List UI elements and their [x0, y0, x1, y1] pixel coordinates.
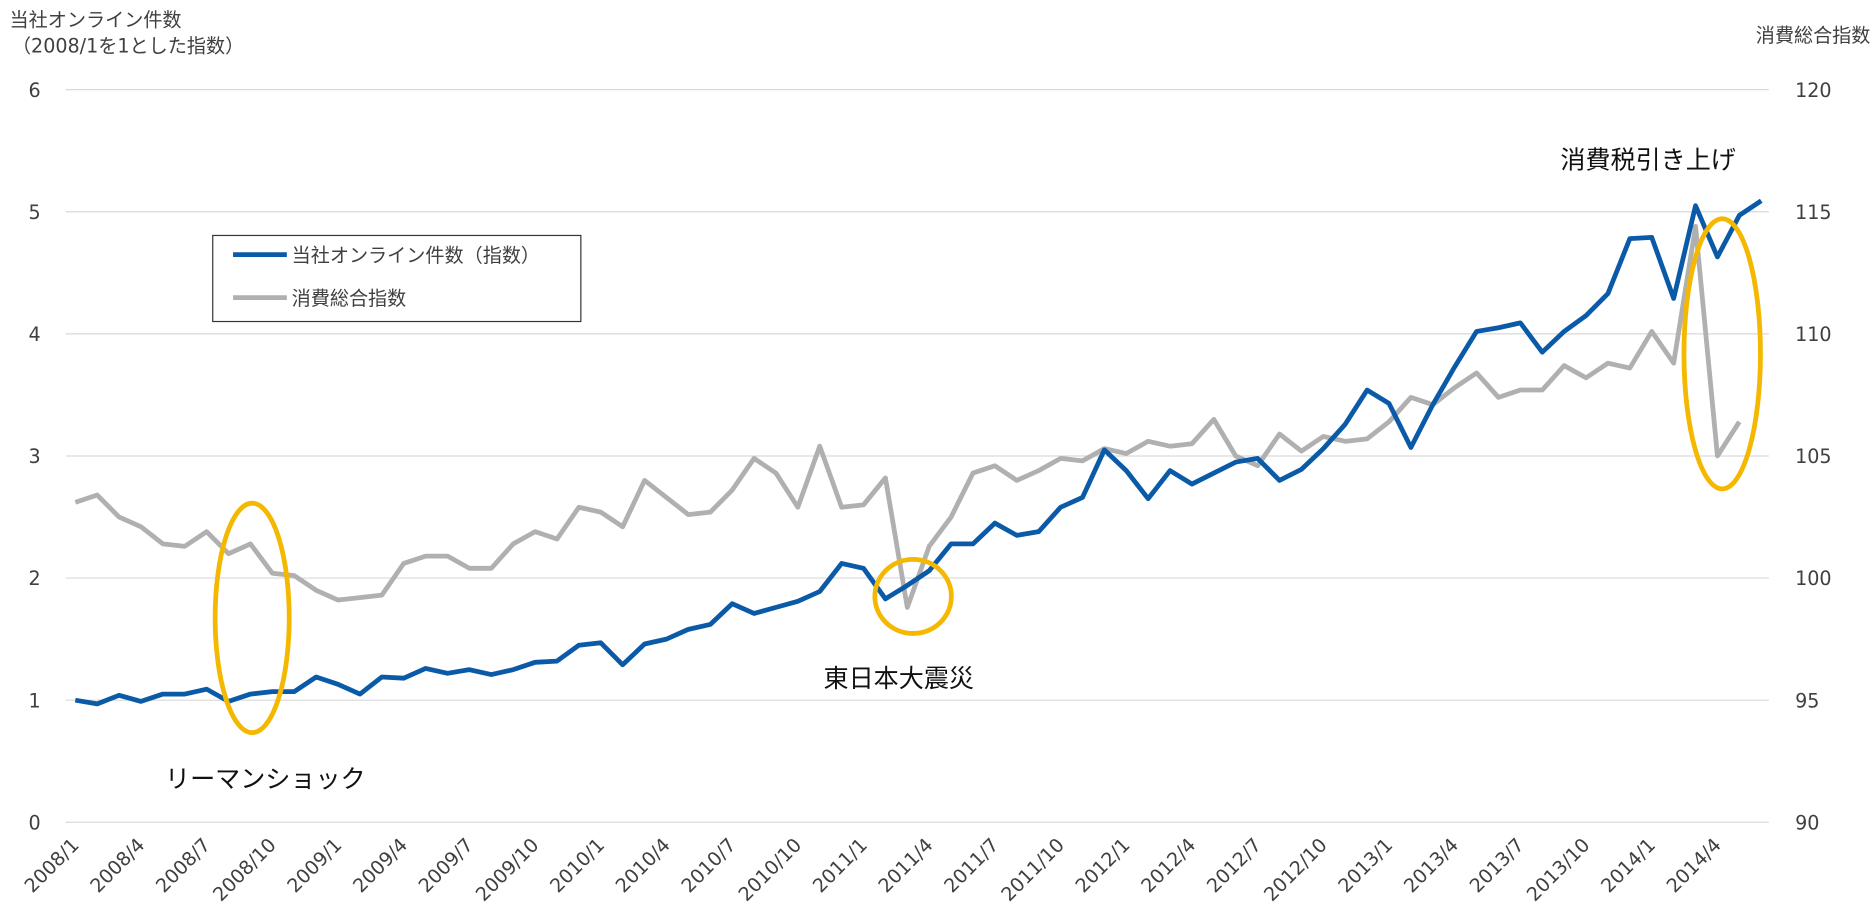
series-line — [74, 224, 1742, 610]
y-tick-label: 5 — [28, 201, 40, 224]
highlight-ellipse — [212, 500, 292, 736]
y-tick-label: 4 — [28, 323, 40, 346]
y-tick-label: 3 — [28, 445, 40, 468]
x-tick-label: 2009/7 — [414, 833, 478, 897]
y2-tick-label: 95 — [1795, 689, 1819, 712]
annotation: リーマンショック — [165, 765, 366, 794]
x-tick-label: 2013/7 — [1465, 833, 1529, 897]
y2-tick-label: 110 — [1795, 323, 1831, 346]
x-tick-label: 2010/4 — [611, 833, 675, 897]
x-tick-label: 2008/1 — [20, 833, 84, 897]
x-tick-label: 2011/7 — [939, 833, 1003, 897]
annotation: 東日本大震災 — [824, 664, 974, 693]
y-tick-label: 0 — [28, 811, 40, 834]
x-tick-label: 2014/4 — [1662, 833, 1726, 897]
x-tick-label: 2010/7 — [677, 833, 741, 897]
x-tick-label: 2013/10 — [1522, 833, 1594, 905]
legend-label: 消費総合指数 — [292, 287, 407, 310]
y-tick-label: 2 — [28, 567, 40, 590]
x-tick-label: 2011/1 — [808, 833, 872, 897]
legend-label: 当社オンライン件数（指数） — [292, 244, 540, 267]
x-tick-label: 2009/4 — [348, 833, 412, 897]
y2-tick-label: 90 — [1795, 811, 1819, 834]
x-tick-label: 2009/1 — [283, 833, 347, 897]
annotation: 消費税引き上げ — [1560, 146, 1736, 175]
x-tick-label: 2010/10 — [734, 833, 806, 905]
y-axis-title: 当社オンライン件数 — [10, 8, 182, 31]
x-tick-label: 2011/10 — [996, 833, 1068, 905]
x-tick-label: 2013/4 — [1399, 833, 1463, 897]
x-tick-label: 2012/10 — [1259, 833, 1331, 905]
x-tick-label: 2008/4 — [85, 833, 149, 897]
x-tick-label: 2009/10 — [471, 833, 543, 905]
x-tick-label: 2012/4 — [1136, 833, 1200, 897]
x-tick-label: 2013/1 — [1334, 833, 1398, 897]
y2-tick-label: 105 — [1795, 445, 1831, 468]
x-tick-label: 2008/7 — [151, 833, 215, 897]
highlight-ellipse — [1681, 216, 1763, 492]
y2-tick-label: 120 — [1795, 79, 1831, 102]
x-tick-label: 2012/7 — [1202, 833, 1266, 897]
y-axis-title: （2008/1を1とした指数） — [12, 35, 244, 58]
x-tick-label: 2012/1 — [1071, 833, 1135, 897]
x-tick-label: 2014/1 — [1596, 833, 1660, 897]
y-tick-label: 1 — [28, 689, 40, 712]
x-tick-label: 2008/10 — [208, 833, 280, 905]
series-line — [74, 198, 1763, 707]
y-tick-label: 6 — [28, 79, 40, 102]
highlight-ellipse — [872, 556, 954, 636]
x-tick-label: 2010/1 — [545, 833, 609, 897]
y2-tick-label: 115 — [1795, 201, 1831, 224]
x-tick-label: 2011/4 — [874, 833, 938, 897]
y2-tick-label: 100 — [1795, 567, 1831, 590]
legend-box — [212, 234, 582, 323]
y2-axis-title: 消費総合指数 — [1756, 24, 1871, 47]
